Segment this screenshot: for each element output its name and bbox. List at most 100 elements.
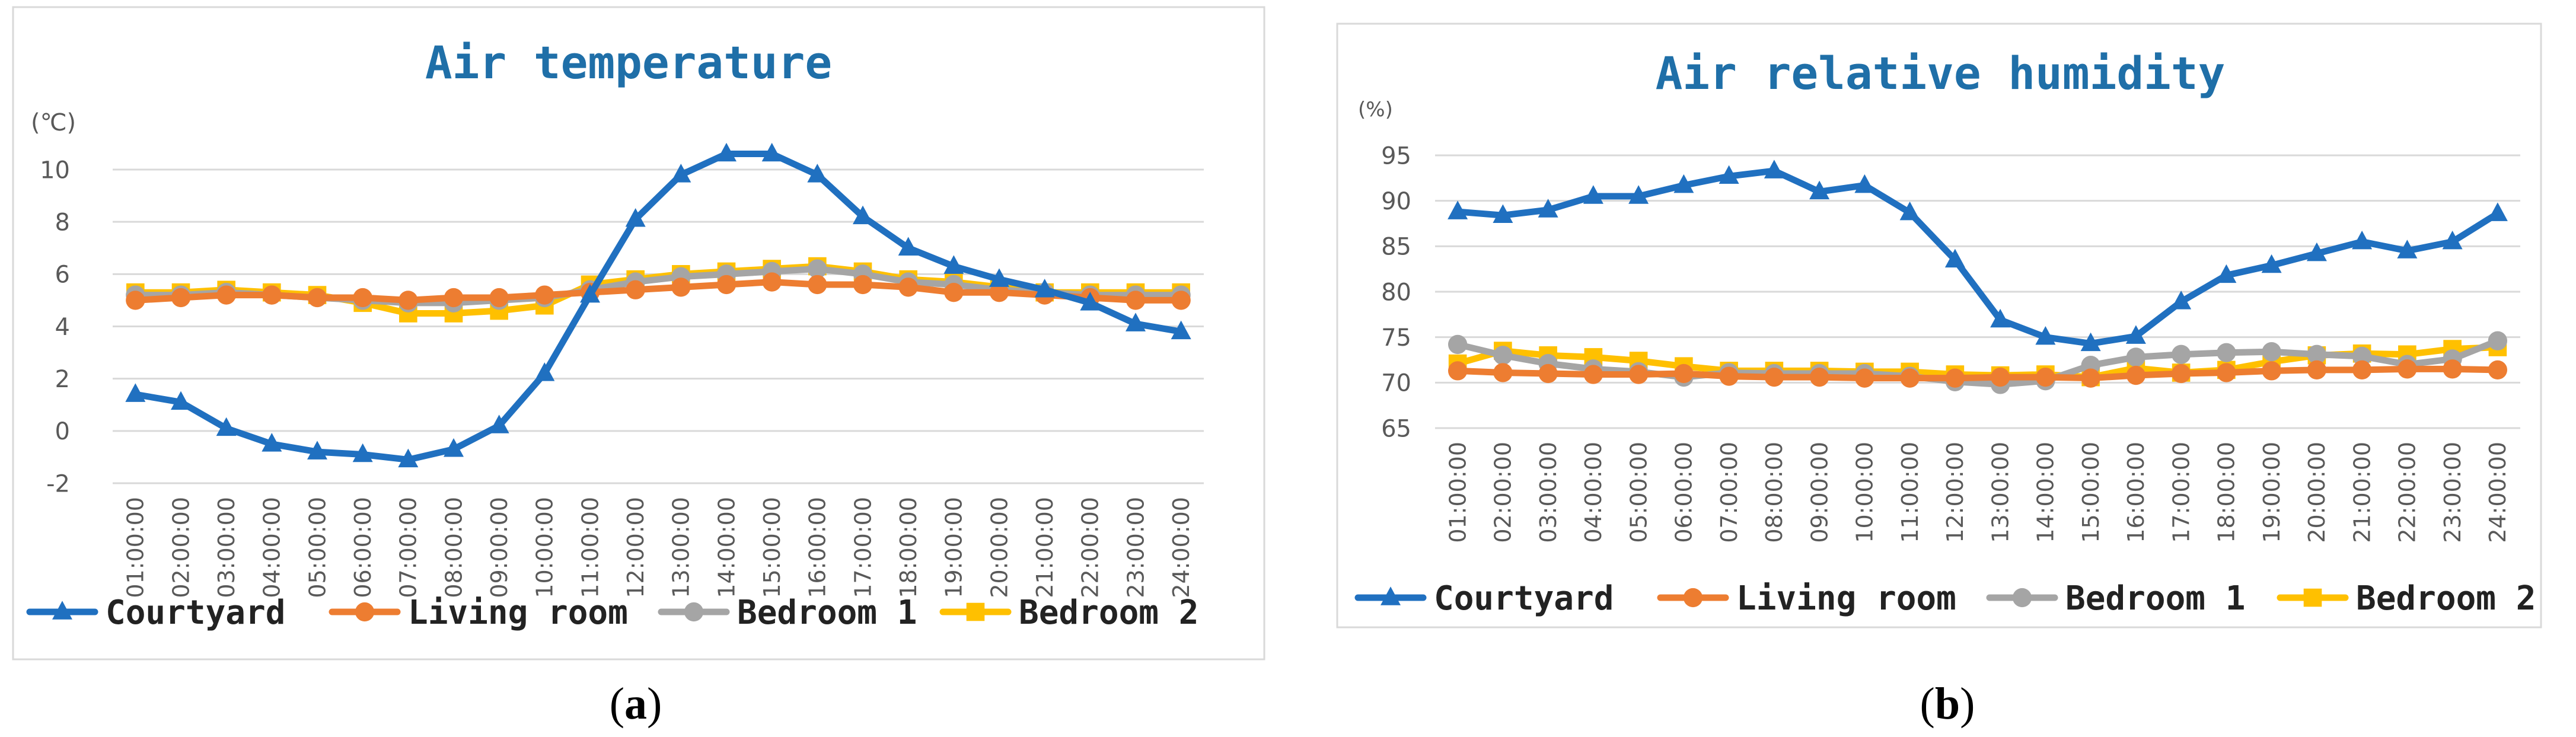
point-a-courtyard-19 [989, 268, 1009, 287]
y-tick-a-2: 2 [55, 366, 70, 393]
point-b-bedroom-1-0 [1448, 334, 1468, 355]
point-b-courtyard-2 [1538, 199, 1558, 218]
point-b-living-room-2 [1538, 363, 1558, 384]
point-b-living-room-14 [2081, 368, 2100, 388]
x-tick-a-19: 20:00:00 [986, 497, 1012, 598]
chart-b-y-tick-labels: 65 70 75 80 85 90 95 [1381, 142, 1411, 442]
legend-label-a-living-room: Living room [408, 594, 628, 632]
point-b-living-room-11 [1945, 368, 1965, 388]
x-tick-b-18: 19:00:00 [2259, 442, 2285, 543]
point-b-courtyard-18 [2261, 254, 2282, 273]
caption-b-letter: b [1935, 679, 1960, 729]
legend-item-b-bedroom-2: Bedroom 2 [2277, 579, 2536, 618]
chart-b-frame [1336, 23, 2542, 628]
legend-label-b-bedroom-1: Bedroom 1 [2065, 579, 2245, 618]
chart-b-title: Air relative humidity [1656, 47, 2226, 100]
x-tick-b-21: 22:00:00 [2395, 442, 2421, 543]
point-a-living-room-19 [989, 283, 1009, 302]
point-b-courtyard-7 [1764, 159, 1784, 178]
point-b-bedroom-1-16 [2171, 344, 2191, 364]
point-a-courtyard-6 [398, 448, 419, 468]
x-tick-a-11: 12:00:00 [623, 497, 649, 598]
point-b-living-room-7 [1764, 367, 1784, 387]
caption-a-letter: a [624, 679, 647, 729]
legend-item-a-bedroom-2: Bedroom 2 [939, 594, 1198, 632]
x-tick-a-10: 11:00:00 [577, 497, 603, 598]
point-a-living-room-15 [808, 275, 827, 295]
point-b-courtyard-12 [1990, 308, 2011, 328]
x-tick-b-14: 15:00:00 [2078, 442, 2104, 543]
chart-a-unit-label: (℃) [31, 109, 76, 136]
x-tick-b-4: 05:00:00 [1625, 442, 1652, 543]
point-b-living-room-8 [1809, 367, 1829, 387]
x-tick-b-3: 04:00:00 [1580, 442, 1606, 543]
point-b-courtyard-22 [2442, 230, 2463, 250]
point-a-courtyard-10 [580, 283, 600, 303]
point-a-living-room-23 [1171, 291, 1191, 310]
caption-b: (b) [1920, 679, 1975, 729]
point-b-courtyard-23 [2487, 202, 2508, 221]
point-a-living-room-12 [671, 277, 691, 297]
x-tick-b-17: 18:00:00 [2214, 442, 2240, 543]
caption-a-close: ) [647, 679, 662, 729]
series-line-b-courtyard [1454, 167, 2501, 347]
x-tick-a-16: 17:00:00 [850, 497, 876, 598]
x-tick-b-20: 21:00:00 [2349, 442, 2375, 543]
point-b-living-room-20 [2352, 360, 2372, 380]
panel-a: Air temperature (℃) -2 0 2 4 6 8 10 01:00:00 02… [12, 6, 1265, 661]
x-tick-b-13: 14:00:00 [2033, 442, 2059, 543]
point-b-living-room-19 [2307, 360, 2327, 380]
legend-marker-b-bedroom-1 [2012, 588, 2032, 608]
legend-label-a-courtyard: Courtyard [106, 594, 285, 632]
legend-marker-a-courtyard [52, 601, 72, 620]
point-a-living-room-17 [898, 277, 918, 297]
point-b-living-room-12 [1990, 367, 2010, 387]
point-a-courtyard-8 [489, 414, 509, 433]
point-a-living-room-22 [1126, 291, 1146, 310]
series-line-a-courtyard [132, 151, 1185, 463]
x-tick-b-19: 20:00:00 [2304, 442, 2330, 543]
x-tick-a-5: 06:00:00 [350, 497, 376, 598]
point-b-living-room-16 [2171, 363, 2191, 384]
y-tick-b-95: 95 [1381, 142, 1411, 170]
x-tick-a-1: 02:00:00 [168, 497, 194, 598]
x-tick-a-6: 07:00:00 [396, 497, 422, 598]
point-b-living-room-15 [2126, 365, 2146, 385]
point-a-courtyard-22 [1126, 312, 1146, 331]
point-b-living-room-6 [1719, 366, 1739, 386]
x-tick-a-3: 04:00:00 [259, 497, 285, 598]
point-b-courtyard-4 [1628, 185, 1649, 204]
x-tick-a-17: 18:00:00 [895, 497, 922, 598]
point-b-courtyard-9 [1854, 174, 1875, 193]
point-a-courtyard-9 [534, 362, 555, 381]
x-tick-a-18: 19:00:00 [941, 497, 967, 598]
point-a-living-room-5 [353, 288, 372, 308]
point-b-courtyard-15 [2125, 325, 2146, 344]
x-tick-a-7: 08:00:00 [441, 497, 467, 598]
x-tick-a-8: 09:00:00 [486, 497, 512, 598]
x-tick-b-22: 23:00:00 [2440, 442, 2466, 543]
x-tick-a-15: 16:00:00 [805, 497, 831, 598]
point-b-bedroom-1-18 [2262, 342, 2281, 362]
point-a-living-room-6 [398, 291, 418, 310]
y-tick-b-65: 65 [1381, 415, 1411, 442]
point-a-courtyard-12 [671, 164, 691, 183]
legend-item-b-living-room: Living room [1657, 579, 1956, 618]
y-tick-a-0: 0 [55, 418, 70, 445]
point-b-bedroom-1-20 [2352, 346, 2372, 366]
x-tick-a-23: 24:00:00 [1168, 497, 1194, 598]
chart-b-legend: Courtyard Living room Bedroom 1 Bedroom 2 [1354, 579, 2536, 618]
x-tick-a-0: 01:00:00 [123, 497, 149, 598]
point-a-courtyard-21 [1080, 292, 1101, 311]
legend-marker-b-living-room [1683, 588, 1703, 608]
point-b-living-room-21 [2398, 359, 2417, 379]
legend-label-a-bedroom-1: Bedroom 1 [737, 594, 917, 632]
point-a-courtyard-2 [216, 417, 237, 436]
point-a-courtyard-4 [307, 441, 327, 460]
caption-a-open: ( [610, 679, 624, 729]
panel-b: Air relative humidity (%) 65 70 75 80 85 90 95… [1336, 23, 2542, 628]
chart-a-series [125, 142, 1191, 468]
legend-label-a-bedroom-2: Bedroom 2 [1019, 594, 1198, 632]
caption-b-close: ) [1960, 679, 1975, 729]
point-b-bedroom-1-1 [1493, 346, 1513, 365]
